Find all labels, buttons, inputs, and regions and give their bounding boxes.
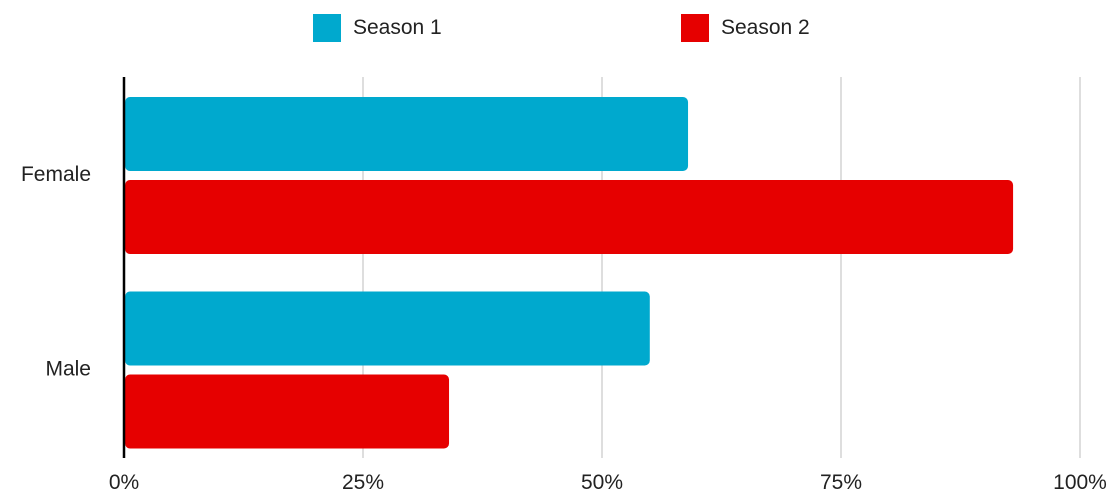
x-tick-label: 75%: [820, 471, 862, 494]
x-tick-label: 100%: [1053, 471, 1107, 494]
legend-swatch-season-1: [313, 14, 341, 42]
legend-swatch-season-2: [681, 14, 709, 42]
bar-male-season-2: [125, 374, 450, 449]
legend-item-season-1: Season 1: [313, 12, 442, 44]
category-label-female: Female: [21, 163, 91, 186]
x-tick-label: 0%: [109, 471, 139, 494]
bar-female-season-2: [125, 180, 1014, 254]
legend-item-season-2: Season 2: [681, 12, 810, 44]
bar-female-season-1: [125, 97, 689, 171]
x-tick-label: 50%: [581, 471, 623, 494]
x-tick-labels: 0% 25% 50% 75% 100%: [109, 471, 1107, 494]
category-labels: Female Male: [21, 163, 91, 381]
x-tick-label: 25%: [342, 471, 384, 494]
bar-male-season-1: [125, 291, 650, 366]
category-label-male: Male: [45, 358, 91, 381]
legend-label-season-1: Season 1: [353, 16, 442, 39]
legend-label-season-2: Season 2: [721, 16, 810, 39]
chart-legend: Season 1 Season 2: [0, 12, 1113, 44]
bars: [125, 97, 1014, 449]
